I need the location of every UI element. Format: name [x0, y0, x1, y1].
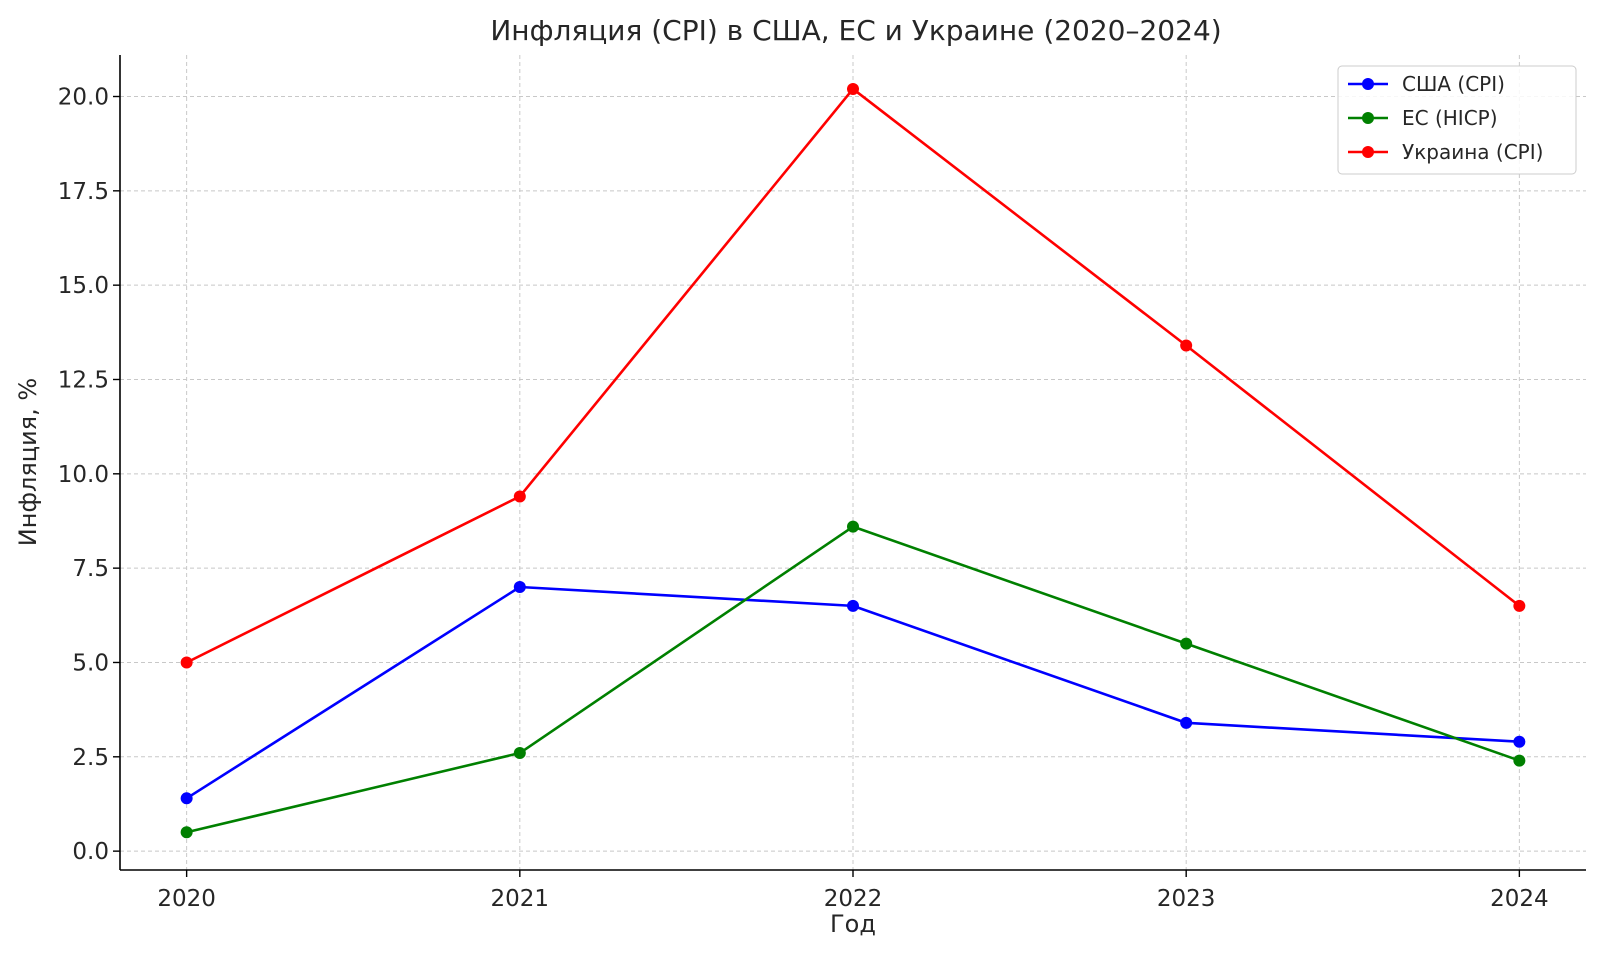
data-point — [513, 747, 526, 760]
x-tick-label: 2021 — [491, 886, 550, 912]
legend-label: США (CPI) — [1402, 72, 1505, 96]
x-tick-label: 2024 — [1490, 886, 1549, 912]
y-tick-label: 12.5 — [58, 367, 109, 393]
data-point — [847, 520, 859, 533]
legend-frame — [1337, 65, 1577, 175]
y-tick-label: 15.0 — [58, 273, 109, 299]
data-point — [1180, 716, 1193, 729]
data-point — [1513, 754, 1526, 767]
data-point — [847, 82, 859, 95]
data-point — [180, 792, 193, 805]
data-point — [1180, 339, 1193, 352]
legend-label: Украина (CPI) — [1402, 140, 1543, 164]
data-point — [513, 490, 526, 503]
y-tick-label: 10.0 — [58, 462, 109, 488]
y-tick-label: 20.0 — [58, 85, 109, 111]
y-tick-label: 2.5 — [72, 745, 109, 771]
legend-marker — [1362, 146, 1374, 158]
grid — [120, 55, 1586, 870]
legend-marker — [1362, 78, 1374, 90]
y-tick-label: 0.0 — [72, 839, 109, 865]
data-point — [847, 599, 859, 612]
y-axis-label: Инфляция, % — [14, 378, 42, 546]
chart-title: Инфляция (CPI) в США, ЕС и Украине (2020… — [490, 14, 1221, 47]
y-tick-label: 17.5 — [58, 179, 109, 205]
x-tick-label: 2022 — [824, 886, 883, 912]
legend-marker — [1362, 112, 1374, 124]
x-axis-ticks: 2020 2021 2022 2023 2024 — [157, 870, 1549, 912]
legend: США (CPI) ЕС (HICP) Украина (CPI) — [1337, 65, 1577, 175]
series-group — [180, 82, 1526, 839]
x-axis-label: Год — [830, 910, 876, 938]
legend-label: ЕС (HICP) — [1402, 106, 1498, 130]
data-point — [180, 826, 193, 839]
data-point — [1513, 735, 1526, 748]
y-tick-label: 5.0 — [72, 650, 109, 676]
x-tick-label: 2020 — [157, 886, 216, 912]
data-point — [513, 581, 526, 594]
data-point — [1180, 637, 1193, 650]
y-axis-ticks: 0.0 2.5 5.0 7.5 10.0 12.5 15.0 17.5 20.0 — [58, 85, 120, 865]
data-point — [180, 656, 193, 669]
y-tick-label: 7.5 — [72, 556, 109, 582]
data-point — [1513, 599, 1526, 612]
x-tick-label: 2023 — [1157, 886, 1216, 912]
